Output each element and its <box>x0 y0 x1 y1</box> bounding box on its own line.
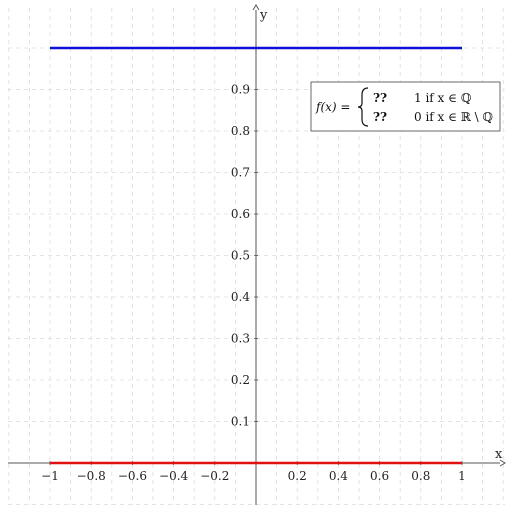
x-tick-label: 0.4 <box>329 469 348 483</box>
y-tick-label: 0.7 <box>231 166 250 180</box>
annotation-case-1: ?? <box>373 91 387 105</box>
series <box>50 46 462 465</box>
annotation-value-2: 0 if x ∈ ℝ \ ℚ <box>414 110 493 124</box>
axes <box>8 4 506 505</box>
x-tick-label: −0.8 <box>77 469 106 483</box>
left-brace <box>357 87 369 127</box>
formula-annotation: f(x) = ?? 1 if x ∈ ℚ ?? 0 if x ∈ ℝ \ ℚ <box>310 81 501 132</box>
annotation-value-1: 1 if x ∈ ℚ <box>414 91 471 105</box>
x-axis-label: x <box>495 447 503 462</box>
x-axis-arrow <box>499 459 506 467</box>
y-tick-label: 0.3 <box>231 332 250 346</box>
x-tick-label: −0.4 <box>159 469 189 483</box>
y-tick-label: 0.9 <box>231 83 250 97</box>
x-tick-label: 0.6 <box>370 469 389 483</box>
annotation-lhs: f(x) = <box>315 100 350 114</box>
x-tick-label: 0.2 <box>288 469 307 483</box>
y-tick-label: 0.5 <box>231 249 250 263</box>
x-tick-labels: −1 −0.8 −0.6 −0.4 −0.2 0.2 0.4 0.6 0.8 1 <box>41 469 466 483</box>
x-tick-label: −0.6 <box>118 469 147 483</box>
y-tick-label: 0.8 <box>231 124 250 138</box>
y-tick-labels: 0.1 0.2 0.3 0.4 0.5 0.6 0.7 0.8 0.9 <box>231 83 250 429</box>
x-tick-label: −0.2 <box>200 469 229 483</box>
x-tick-label: −1 <box>41 469 59 483</box>
y-tick-label: 0.1 <box>231 415 250 429</box>
annotation-box <box>310 81 501 132</box>
y-axis-label: y <box>259 8 268 23</box>
y-axis-arrow <box>252 4 260 11</box>
y-tick-label: 0.6 <box>231 207 250 221</box>
y-tick-label: 0.2 <box>231 373 250 387</box>
annotation-case-2: ?? <box>373 110 387 124</box>
y-tick-label: 0.4 <box>231 290 250 304</box>
x-tick-label: 0.8 <box>411 469 430 483</box>
x-tick-label: 1 <box>458 469 466 483</box>
